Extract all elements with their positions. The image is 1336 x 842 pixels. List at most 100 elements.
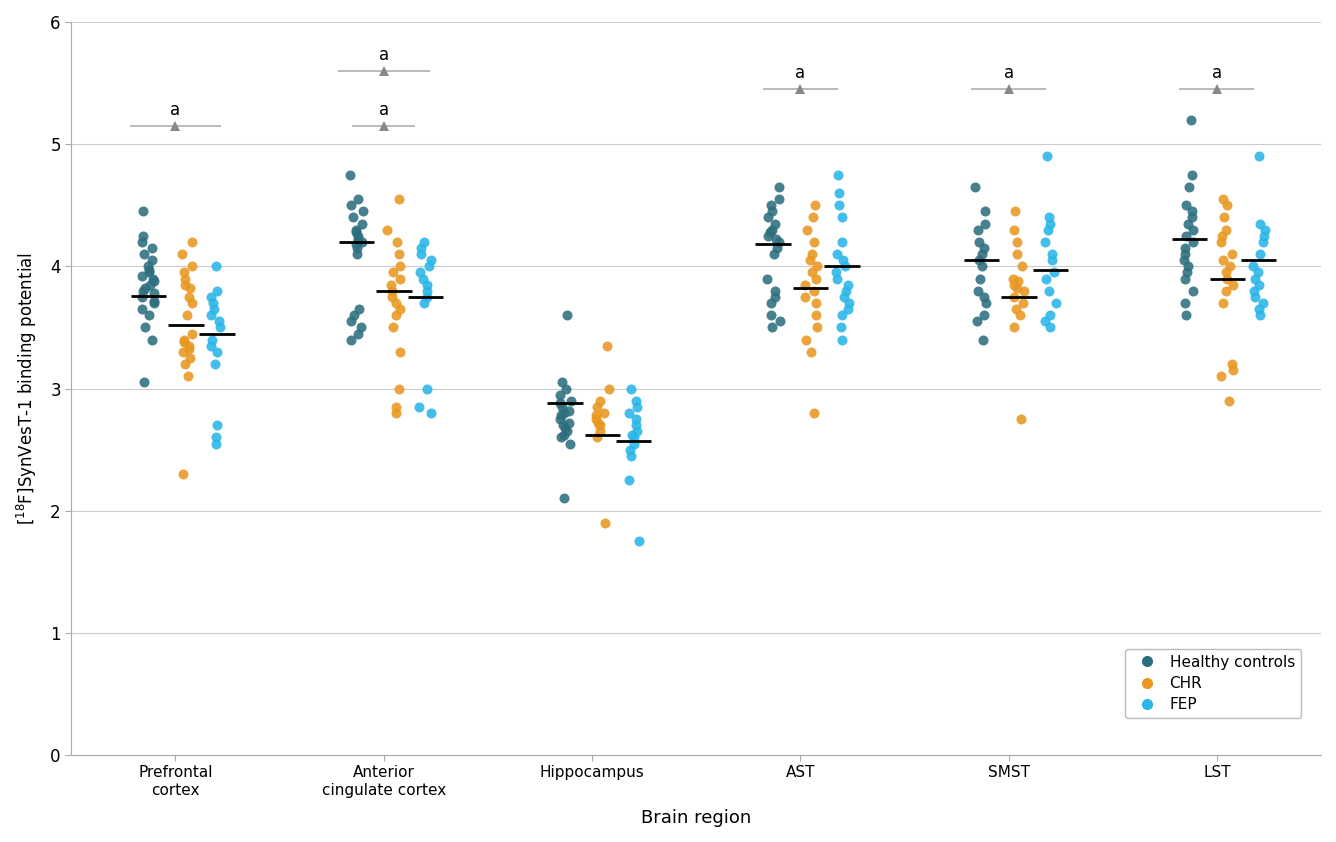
Point bbox=[176, 308, 198, 322]
Point bbox=[386, 308, 407, 322]
Point bbox=[831, 210, 852, 224]
Point bbox=[132, 229, 154, 242]
Point bbox=[1177, 266, 1198, 280]
Point bbox=[1006, 235, 1027, 248]
Point bbox=[1212, 193, 1233, 206]
Point bbox=[174, 278, 195, 291]
Point bbox=[760, 321, 782, 334]
Point bbox=[795, 278, 816, 291]
Point bbox=[828, 199, 850, 212]
Point bbox=[1174, 296, 1196, 310]
Point bbox=[831, 308, 852, 322]
Point bbox=[134, 248, 155, 261]
Point bbox=[413, 235, 434, 248]
Point bbox=[1245, 290, 1267, 304]
Point bbox=[138, 266, 159, 280]
Point bbox=[759, 226, 780, 239]
Point bbox=[175, 272, 196, 285]
Point bbox=[556, 308, 577, 322]
Point bbox=[599, 381, 620, 395]
Point bbox=[587, 430, 608, 444]
Point bbox=[132, 284, 154, 297]
Point bbox=[206, 437, 227, 450]
Point bbox=[410, 242, 432, 255]
Point bbox=[1003, 272, 1025, 285]
Point bbox=[758, 229, 779, 242]
Point bbox=[381, 290, 402, 304]
Point bbox=[1034, 235, 1055, 248]
Point bbox=[415, 290, 437, 304]
Point bbox=[132, 205, 154, 218]
Point bbox=[339, 333, 361, 346]
Point bbox=[206, 418, 227, 432]
Point bbox=[1178, 180, 1200, 194]
Point bbox=[554, 421, 576, 434]
Point bbox=[420, 253, 441, 267]
Point bbox=[971, 248, 993, 261]
Point bbox=[553, 492, 574, 505]
Point bbox=[200, 308, 222, 322]
Legend: Healthy controls, CHR, FEP: Healthy controls, CHR, FEP bbox=[1125, 648, 1301, 718]
Point bbox=[1006, 281, 1027, 295]
Point bbox=[770, 315, 791, 328]
Point bbox=[410, 248, 432, 261]
Point bbox=[131, 269, 152, 283]
Point bbox=[1003, 321, 1025, 334]
Point bbox=[1248, 302, 1269, 316]
Point bbox=[1248, 266, 1269, 280]
Point bbox=[347, 232, 369, 246]
Point bbox=[347, 302, 369, 316]
Point bbox=[142, 242, 163, 255]
Point bbox=[413, 272, 434, 285]
Point bbox=[804, 199, 826, 212]
Point bbox=[799, 253, 820, 267]
Text: a: a bbox=[795, 64, 806, 82]
Point bbox=[351, 205, 373, 218]
Point bbox=[763, 248, 784, 261]
Point bbox=[549, 388, 570, 402]
Point bbox=[1214, 284, 1236, 297]
Point bbox=[200, 339, 222, 353]
Point bbox=[1181, 113, 1202, 126]
Point bbox=[807, 259, 828, 273]
Point bbox=[200, 290, 222, 304]
Point bbox=[1039, 321, 1061, 334]
Point bbox=[339, 168, 361, 182]
Point bbox=[389, 302, 410, 316]
Point bbox=[550, 430, 572, 444]
Point bbox=[831, 235, 852, 248]
Point bbox=[1177, 217, 1198, 231]
Point bbox=[588, 416, 609, 429]
Point bbox=[1035, 272, 1057, 285]
Point bbox=[1181, 205, 1202, 218]
Point bbox=[1248, 150, 1269, 163]
Point bbox=[974, 205, 995, 218]
Point bbox=[1182, 223, 1204, 237]
Point bbox=[1014, 284, 1035, 297]
Point bbox=[409, 266, 430, 280]
Point bbox=[1038, 210, 1059, 224]
Point bbox=[1038, 223, 1059, 237]
Point bbox=[144, 286, 166, 300]
Point bbox=[758, 210, 779, 224]
Point bbox=[138, 259, 159, 273]
Point bbox=[381, 278, 402, 291]
Point bbox=[178, 370, 199, 383]
Point bbox=[389, 259, 410, 273]
Point bbox=[389, 345, 410, 359]
Point bbox=[627, 400, 648, 413]
Point bbox=[345, 226, 366, 239]
Point bbox=[346, 248, 367, 261]
Point bbox=[1003, 278, 1025, 291]
Point bbox=[550, 400, 572, 413]
Point bbox=[550, 408, 572, 422]
Point bbox=[593, 406, 615, 419]
Point bbox=[975, 217, 997, 231]
Point bbox=[182, 235, 203, 248]
Point bbox=[139, 264, 160, 277]
Point bbox=[549, 397, 570, 410]
Point bbox=[178, 339, 199, 353]
Point bbox=[975, 296, 997, 310]
Point bbox=[1210, 229, 1232, 242]
Point bbox=[838, 278, 859, 291]
